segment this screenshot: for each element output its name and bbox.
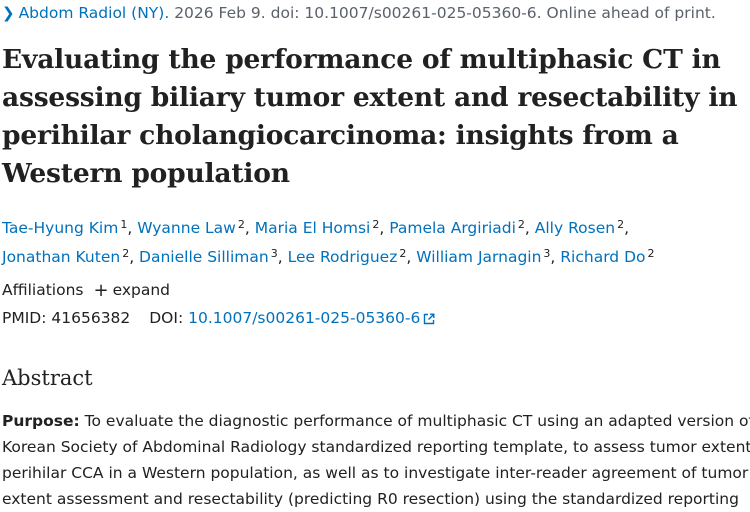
- author-link[interactable]: Danielle Silliman: [139, 248, 269, 266]
- doi-value: 10.1007/s00261-025-05360-6: [188, 309, 421, 327]
- abstract-line: extent assessment and resectability (pre…: [2, 490, 739, 508]
- abstract-line-text: To evaluate the diagnostic performance o…: [84, 412, 750, 430]
- author-link[interactable]: Richard Do: [560, 248, 646, 266]
- affiliation-ref[interactable]: 2: [372, 218, 380, 231]
- author-link[interactable]: Jonathan Kuten: [2, 248, 121, 266]
- affiliation-ref[interactable]: 3: [543, 247, 551, 260]
- affiliation-ref[interactable]: 2: [517, 218, 525, 231]
- author-link[interactable]: Wyanne Law: [137, 219, 236, 237]
- abstract-line: Korean Society of Abdominal Radiology st…: [2, 438, 750, 456]
- affiliations-toggle[interactable]: Affiliations + expand: [2, 280, 170, 301]
- doi-label: DOI:: [149, 309, 184, 327]
- author-list: Tae-Hyung Kim 1, Wyanne Law 2, Maria El Ho…: [2, 218, 655, 266]
- citation-line: ❯ Abdom Radiol (NY). 2026 Feb 9. doi: 10.…: [2, 4, 716, 22]
- pmid-value: 41656382: [51, 309, 131, 327]
- author-link[interactable]: Maria El Homsi: [254, 219, 371, 237]
- affiliation-ref[interactable]: 1: [120, 218, 128, 231]
- author-link[interactable]: William Jarnagin: [416, 248, 542, 266]
- affiliations-label: Affiliations: [2, 281, 84, 299]
- author-link[interactable]: Lee Rodriguez: [287, 248, 398, 266]
- citation-details: 2026 Feb 9. doi: 10.1007/s00261-025-0536…: [174, 4, 716, 22]
- author-link[interactable]: Tae-Hyung Kim: [2, 219, 119, 237]
- purpose-label: Purpose:: [2, 412, 80, 430]
- external-link-icon: [423, 311, 435, 329]
- pmid-label: PMID:: [2, 309, 47, 327]
- abstract-heading: Abstract: [2, 366, 93, 390]
- journal-link[interactable]: Abdom Radiol (NY).: [18, 4, 170, 22]
- article-title: Evaluating the performance of multiphasi…: [2, 44, 738, 189]
- affiliation-ref[interactable]: 2: [122, 247, 130, 260]
- article-identifiers: PMID: 41656382 DOI: 10.1007/s00261-025-0…: [2, 309, 435, 329]
- affiliation-ref[interactable]: 2: [399, 247, 407, 260]
- abstract-line: perihilar CCA in a Western population, a…: [2, 464, 749, 482]
- affiliation-ref[interactable]: 2: [237, 218, 245, 231]
- author-link[interactable]: Pamela Argiriadi: [389, 219, 516, 237]
- abstract-text: Purpose: To evaluate the diagnostic perf…: [2, 408, 750, 512]
- plus-icon: +: [93, 280, 109, 301]
- affiliation-ref[interactable]: 2: [647, 247, 655, 260]
- expand-label: expand: [112, 281, 170, 299]
- doi-link[interactable]: 10.1007/s00261-025-05360-6: [188, 309, 435, 327]
- abstract-line: Purpose: To evaluate the diagnostic perf…: [2, 408, 750, 434]
- affiliation-ref[interactable]: 2: [617, 218, 625, 231]
- author-link[interactable]: Ally Rosen: [534, 219, 616, 237]
- chevron-right-icon[interactable]: ❯: [2, 4, 15, 22]
- affiliation-ref[interactable]: 3: [270, 247, 278, 260]
